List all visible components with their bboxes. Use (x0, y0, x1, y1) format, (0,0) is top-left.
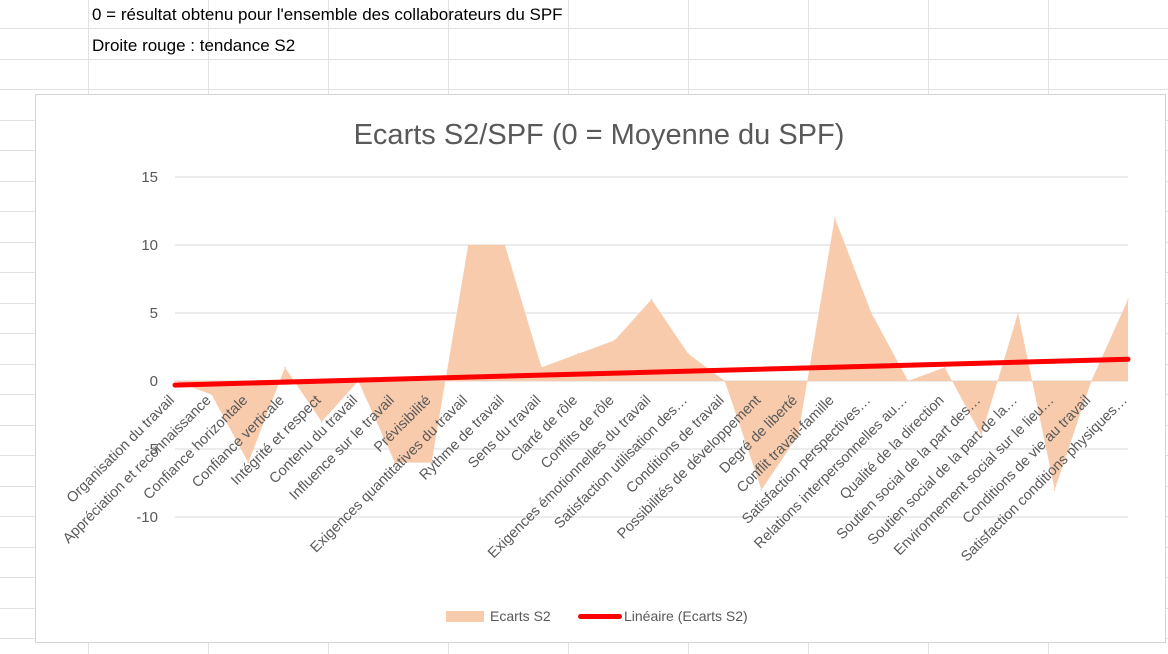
data-point (760, 489, 763, 491)
data-point (284, 366, 286, 369)
y-tick-label: -10 (136, 509, 158, 526)
data-point (1053, 489, 1056, 491)
trend-line (172, 356, 1131, 388)
data-point (687, 353, 689, 355)
legend-area-swatch (446, 610, 484, 622)
data-point (320, 421, 323, 423)
data-point (943, 366, 946, 369)
y-tick-label: 10 (141, 237, 158, 254)
data-point (614, 339, 616, 341)
area-series-ecarts-s2 (175, 217, 1128, 490)
data-point (650, 298, 653, 301)
legend-trend-swatch (578, 613, 622, 619)
y-tick-label: 15 (141, 169, 158, 186)
data-point (724, 380, 726, 382)
data-point (870, 312, 873, 314)
data-point (174, 380, 176, 382)
data-point (210, 393, 213, 396)
data-point (1017, 312, 1019, 314)
chart-area[interactable]: Ecarts S2/SPF (0 = Moyenne du SPF) -10 -5… (35, 94, 1166, 643)
data-point (540, 366, 543, 369)
data-point (394, 461, 396, 464)
area-series (174, 217, 1129, 491)
data-point (797, 434, 799, 437)
data-point (833, 217, 836, 219)
note-cell-1[interactable]: 0 = résultat obtenu pour l'ensemble des … (92, 5, 563, 24)
data-point (1090, 380, 1093, 382)
chart-svg: Ecarts S2/SPF (0 = Moyenne du SPF) -10 -5… (60, 119, 1131, 566)
y-tick-label: 5 (150, 305, 158, 322)
legend-ecarts-label: Ecarts S2 (490, 608, 551, 624)
data-point (247, 461, 250, 464)
trend-line-layer (172, 356, 1131, 388)
data-point (467, 244, 470, 246)
y-axis-tick-labels: -10 -5 0 5 10 15 (136, 169, 158, 526)
legend-item-trend[interactable]: Linéaire (Ecarts S2) (578, 606, 748, 626)
data-point (980, 434, 983, 437)
legend-trend-label: Linéaire (Ecarts S2) (624, 608, 748, 624)
data-point (504, 244, 506, 246)
chart-title: Ecarts S2/SPF (0 = Moyenne du SPF) (354, 119, 845, 151)
note-cell-2[interactable]: Droite rouge : tendance S2 (92, 36, 296, 55)
legend-item-ecarts[interactable]: Ecarts S2 (446, 606, 551, 626)
data-point (1127, 298, 1129, 301)
y-tick-label: -5 (145, 441, 158, 458)
data-point (430, 461, 433, 464)
data-point (577, 353, 579, 355)
data-point (907, 380, 909, 382)
y-tick-label: 0 (150, 373, 158, 390)
